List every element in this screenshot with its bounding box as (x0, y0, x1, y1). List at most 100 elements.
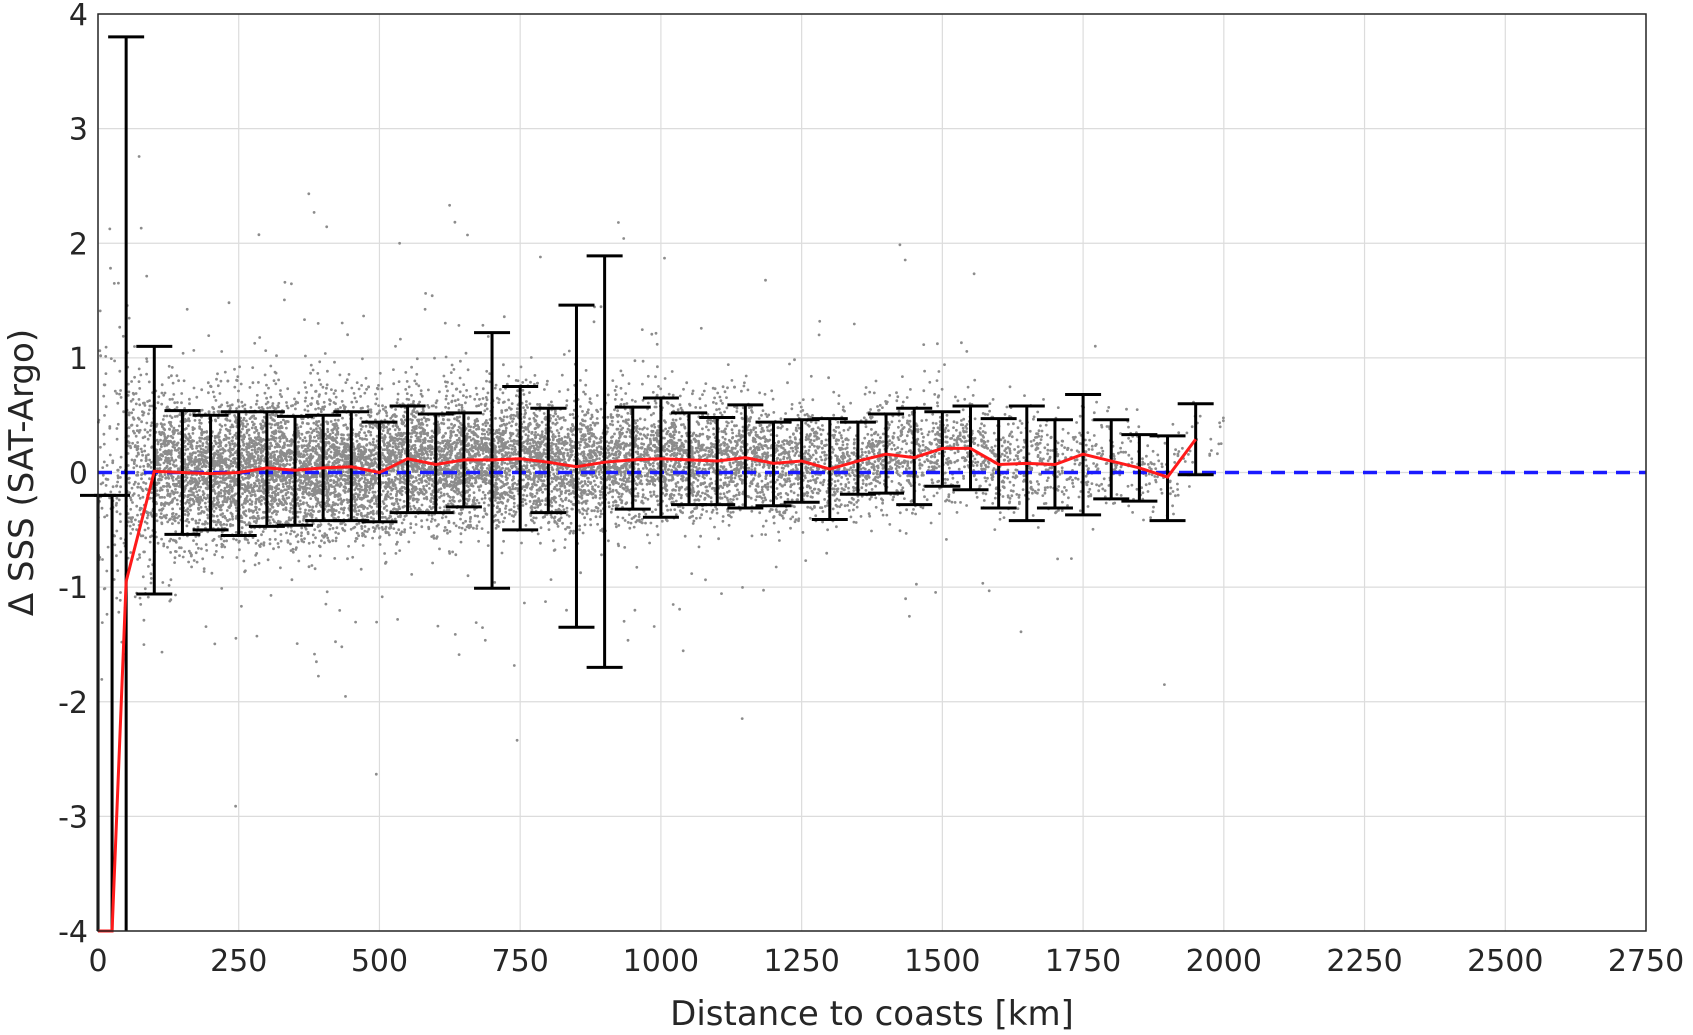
scatter-point (162, 542, 166, 546)
scatter-point (386, 456, 390, 459)
scatter-point (280, 478, 284, 481)
scatter-point (197, 503, 201, 507)
scatter-point (296, 426, 300, 430)
scatter-point (149, 581, 153, 585)
scatter-point (281, 489, 284, 493)
scatter-point (258, 496, 261, 500)
scatter-point (256, 456, 260, 460)
scatter-point (98, 309, 102, 313)
scatter-point (165, 453, 169, 456)
scatter-point (146, 511, 150, 514)
scatter-point (369, 499, 373, 502)
scatter-point (158, 463, 162, 467)
scatter-point (188, 435, 192, 438)
scatter-point (205, 430, 209, 434)
scatter-point (176, 491, 179, 494)
scatter-point (400, 464, 404, 468)
scatter-point (271, 451, 275, 454)
scatter-point (143, 444, 147, 448)
scatter-point (397, 431, 400, 435)
scatter-point (364, 448, 368, 451)
scatter-point (383, 448, 387, 451)
scatter-point (218, 448, 222, 451)
scatter-point (105, 569, 109, 573)
scatter-point (369, 480, 373, 483)
scatter-point (401, 440, 405, 444)
scatter-point (165, 436, 169, 440)
scatter-point (314, 475, 317, 479)
scatter-point (214, 550, 218, 553)
scatter-point (158, 448, 162, 451)
scatter-point (335, 436, 338, 440)
scatter-point (221, 555, 224, 559)
scatter-point (116, 401, 120, 405)
scatter-point (378, 371, 382, 375)
scatter-point (202, 459, 206, 463)
scatter-point (255, 393, 259, 397)
scatter-point (218, 405, 222, 409)
scatter-point (296, 401, 300, 405)
scatter-point (227, 449, 231, 453)
scatter-point (253, 493, 257, 496)
scatter-point (398, 428, 401, 432)
scatter-point (250, 503, 254, 506)
scatter-point (285, 531, 288, 535)
scatter-point (132, 523, 136, 526)
scatter-point (235, 407, 239, 410)
scatter-point (327, 447, 331, 451)
scatter-point (275, 513, 278, 516)
scatter-point (360, 384, 363, 387)
scatter-point (186, 442, 190, 446)
scatter-point (290, 404, 293, 408)
scatter-point (170, 476, 174, 480)
scatter-point (248, 498, 252, 501)
scatter-point (393, 475, 397, 479)
scatter-point (219, 520, 222, 524)
scatter-point (325, 420, 328, 424)
scatter-point (214, 442, 218, 446)
scatter-point (213, 439, 217, 443)
scatter-point (165, 485, 169, 488)
scatter-point (127, 390, 131, 394)
scatter-point (184, 473, 188, 477)
scatter-point (345, 498, 349, 502)
scatter-point (158, 430, 161, 434)
scatter-point (138, 403, 142, 407)
scatter-point (285, 426, 288, 430)
scatter-point (303, 318, 306, 321)
scatter-point (226, 418, 229, 422)
scatter-point (402, 415, 406, 419)
scatter-point (250, 415, 253, 419)
scatter-point (341, 389, 344, 393)
scatter-point (341, 458, 344, 462)
scatter-point (255, 506, 258, 509)
scatter-point (342, 463, 346, 466)
scatter-point (326, 427, 329, 431)
scatter-point (196, 449, 200, 453)
scatter-point (303, 436, 307, 440)
scatter-point (172, 426, 176, 430)
scatter-point (273, 529, 277, 533)
scatter-point (331, 539, 335, 543)
scatter-point (201, 557, 205, 561)
scatter-point (143, 404, 147, 407)
scatter-point (101, 466, 105, 469)
scatter-point (366, 507, 369, 510)
scatter-point (262, 541, 266, 545)
scatter-point (298, 459, 302, 463)
scatter-point (381, 464, 385, 467)
scatter-point (198, 518, 202, 522)
scatter-point (175, 406, 179, 409)
scatter-point (246, 485, 250, 489)
scatter-point (127, 520, 130, 524)
scatter-point (149, 513, 153, 516)
scatter-point (279, 533, 283, 536)
scatter-point (255, 634, 259, 638)
scatter-point (191, 432, 195, 435)
scatter-point (272, 547, 275, 551)
scatter-point (268, 502, 272, 506)
scatter-point (192, 539, 195, 542)
scatter-point (268, 413, 272, 417)
scatter-point (137, 398, 141, 401)
scatter-point (307, 456, 311, 460)
